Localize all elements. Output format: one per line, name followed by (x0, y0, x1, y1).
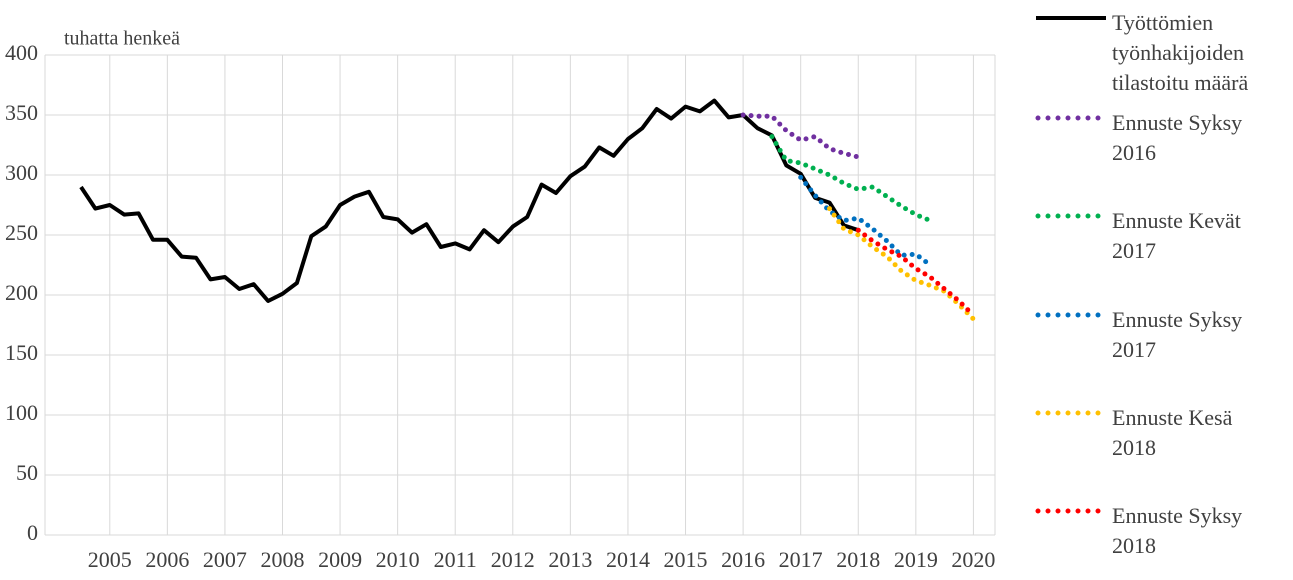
y-tick-label: 150 (5, 340, 38, 365)
x-tick-label: 2014 (606, 547, 650, 572)
y-tick-label: 350 (5, 100, 38, 125)
series-line (769, 134, 933, 224)
legend-swatch (1035, 115, 1109, 121)
y-tick-label: 100 (5, 400, 38, 425)
legend-label: Ennuste Syksy 2017 (1112, 307, 1243, 362)
chart: tuhatta henkeä 0 50 100 150 200 250 300 350 400 2… (5, 28, 996, 572)
legend-swatch (1035, 410, 1109, 416)
legend-label: Ennuste Syksy 2016 (1112, 110, 1243, 165)
x-tick-label: 2007 (203, 547, 247, 572)
legend-swatch (1036, 16, 1106, 20)
legend-swatch (1035, 508, 1109, 514)
x-tick-label: 2006 (145, 547, 189, 572)
series-line (855, 227, 976, 318)
legend-swatch (1035, 213, 1109, 219)
x-tick-label: 2015 (664, 547, 708, 572)
x-tick-label: 2013 (548, 547, 592, 572)
series-line (827, 206, 976, 322)
x-tick-label: 2018 (836, 547, 880, 572)
x-tick-label: 2005 (88, 547, 132, 572)
legend-label: Ennuste Syksy 2018 (1112, 503, 1243, 558)
y-tick-label: 200 (5, 280, 38, 305)
y-tick-label: 50 (16, 460, 38, 485)
y-tick-label: 250 (5, 220, 38, 245)
series-line (798, 174, 933, 268)
x-tick-label: 2019 (894, 547, 938, 572)
legend-label: Työttömien työnhakijoiden tilastoitu mää… (1112, 10, 1249, 95)
x-tick-label: 2008 (261, 547, 305, 572)
x-tick-label: 2016 (721, 547, 765, 572)
legend-label: Ennuste Kesä 2018 (1112, 405, 1233, 460)
x-tick-label: 2012 (491, 547, 535, 572)
y-tick-label: 300 (5, 160, 38, 185)
x-tick-label: 2009 (318, 547, 362, 572)
legend-label: Ennuste Kevät 2017 (1112, 208, 1241, 263)
x-tick-label: 2011 (434, 547, 477, 572)
y-tick-label: 400 (5, 40, 38, 65)
y-axis-label: tuhatta henkeä (64, 28, 180, 50)
x-tick-label: 2010 (376, 547, 420, 572)
y-tick-label: 0 (27, 520, 38, 545)
series-line (79, 98, 859, 303)
x-tick-label: 2020 (951, 547, 995, 572)
legend-swatch (1035, 312, 1109, 318)
x-tick-label: 2017 (779, 547, 823, 572)
series-line (740, 112, 861, 160)
